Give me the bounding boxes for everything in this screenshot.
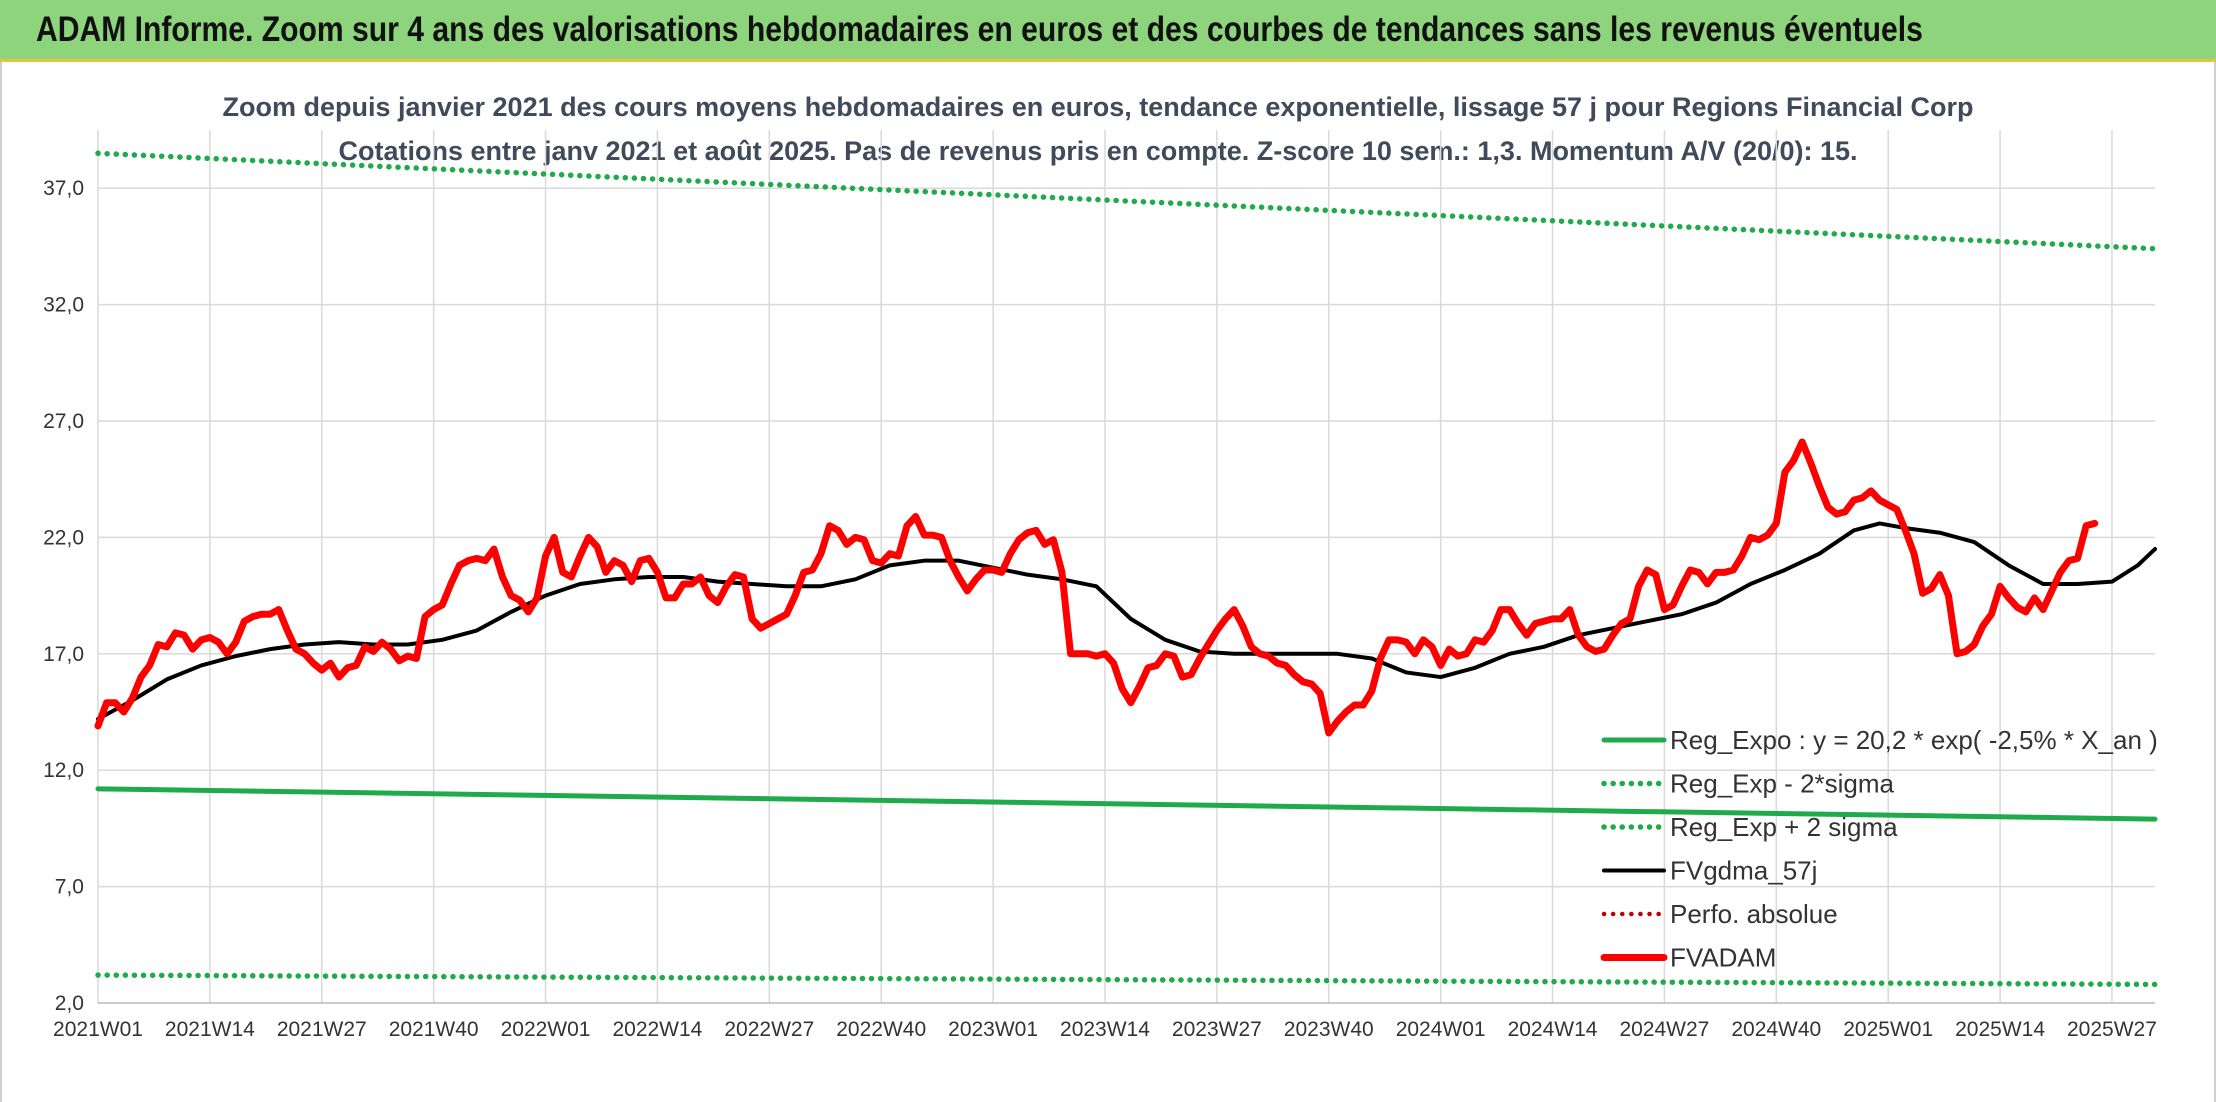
legend-label: Reg_Exp - 2*sigma — [1670, 769, 1895, 799]
legend-label: Reg_Expo : y = 20,2 * exp( -2,5% * X_an … — [1670, 725, 2158, 755]
y-tick-label: 12,0 — [43, 759, 84, 782]
x-tick-label: 2024W40 — [1731, 1018, 1821, 1041]
x-tick-label: 2024W27 — [1619, 1018, 1709, 1041]
chart-frame — [0, 62, 2216, 1102]
series-line-3 — [96, 521, 2157, 721]
y-tick-label: 37,0 — [43, 177, 84, 200]
x-tick-label: 2022W14 — [612, 1018, 702, 1041]
x-tick-label: 2023W27 — [1172, 1018, 1262, 1041]
x-tick-label: 2023W14 — [1060, 1018, 1150, 1041]
y-tick-label: 2,0 — [55, 992, 84, 1015]
plot-area — [94, 150, 2158, 988]
series-line-5 — [94, 438, 2099, 737]
legend-label: Perfo. absolue — [1670, 899, 1838, 929]
x-tick-label: 2025W01 — [1843, 1018, 1933, 1041]
x-tick-label: 2023W40 — [1284, 1018, 1374, 1041]
chart-subtitle-line-1: Zoom depuis janvier 2021 des cours moyen… — [222, 92, 1973, 122]
x-tick-label: 2022W01 — [501, 1018, 591, 1041]
x-axis: 2021W01 2021W14 2021W27 2021W40 2022W01 2022W… — [53, 1018, 2157, 1041]
x-tick-label: 2021W40 — [389, 1018, 479, 1041]
y-tick-label: 17,0 — [43, 643, 84, 666]
y-tick-label: 22,0 — [43, 526, 84, 549]
x-tick-label: 2023W01 — [948, 1018, 1038, 1041]
x-tick-label: 2024W01 — [1396, 1018, 1486, 1041]
x-tick-label: 2021W01 — [53, 1018, 143, 1041]
legend: Reg_Expo : y = 20,2 * exp( -2,5% * X_an … — [1600, 725, 2158, 973]
y-tick-label: 32,0 — [43, 294, 84, 317]
grid — [97, 130, 2155, 1004]
legend-label: FVADAM — [1670, 943, 1776, 973]
x-tick-label: 2024W14 — [1508, 1018, 1598, 1041]
report-title: ADAM Informe. Zoom sur 4 ans des valoris… — [36, 10, 1923, 49]
x-tick-label: 2025W14 — [1955, 1018, 2045, 1041]
x-tick-label: 2022W40 — [836, 1018, 926, 1041]
series-line-2 — [95, 150, 2158, 252]
x-tick-label: 2025W27 — [2067, 1018, 2157, 1041]
x-tick-label: 2021W27 — [277, 1018, 367, 1041]
chart-subtitle-line-2: Cotations entre janv 2021 et août 2025. … — [338, 136, 1857, 166]
series-line-1 — [95, 972, 2158, 988]
legend-label: Reg_Exp + 2 sigma — [1670, 812, 1898, 842]
x-tick-label: 2022W27 — [724, 1018, 814, 1041]
x-tick-label: 2021W14 — [165, 1018, 255, 1041]
y-tick-label: 7,0 — [55, 876, 84, 899]
report-banner: ADAM Informe. Zoom sur 4 ans des valoris… — [0, 0, 2216, 62]
y-tick-label: 27,0 — [43, 410, 84, 433]
y-axis: 2,0 7,0 12,0 17,0 22,0 27,0 32,0 37,0 — [43, 177, 84, 1015]
series-line-0 — [95, 786, 2158, 822]
legend-label: FVgdma_57j — [1670, 856, 1817, 886]
